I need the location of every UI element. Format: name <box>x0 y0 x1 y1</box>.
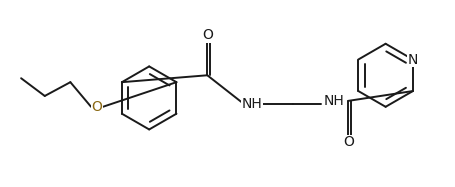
Text: NH: NH <box>241 97 262 111</box>
Text: N: N <box>408 53 418 67</box>
Text: NH: NH <box>324 94 345 108</box>
Text: O: O <box>91 100 102 114</box>
Text: O: O <box>344 135 354 149</box>
Text: O: O <box>202 28 213 42</box>
